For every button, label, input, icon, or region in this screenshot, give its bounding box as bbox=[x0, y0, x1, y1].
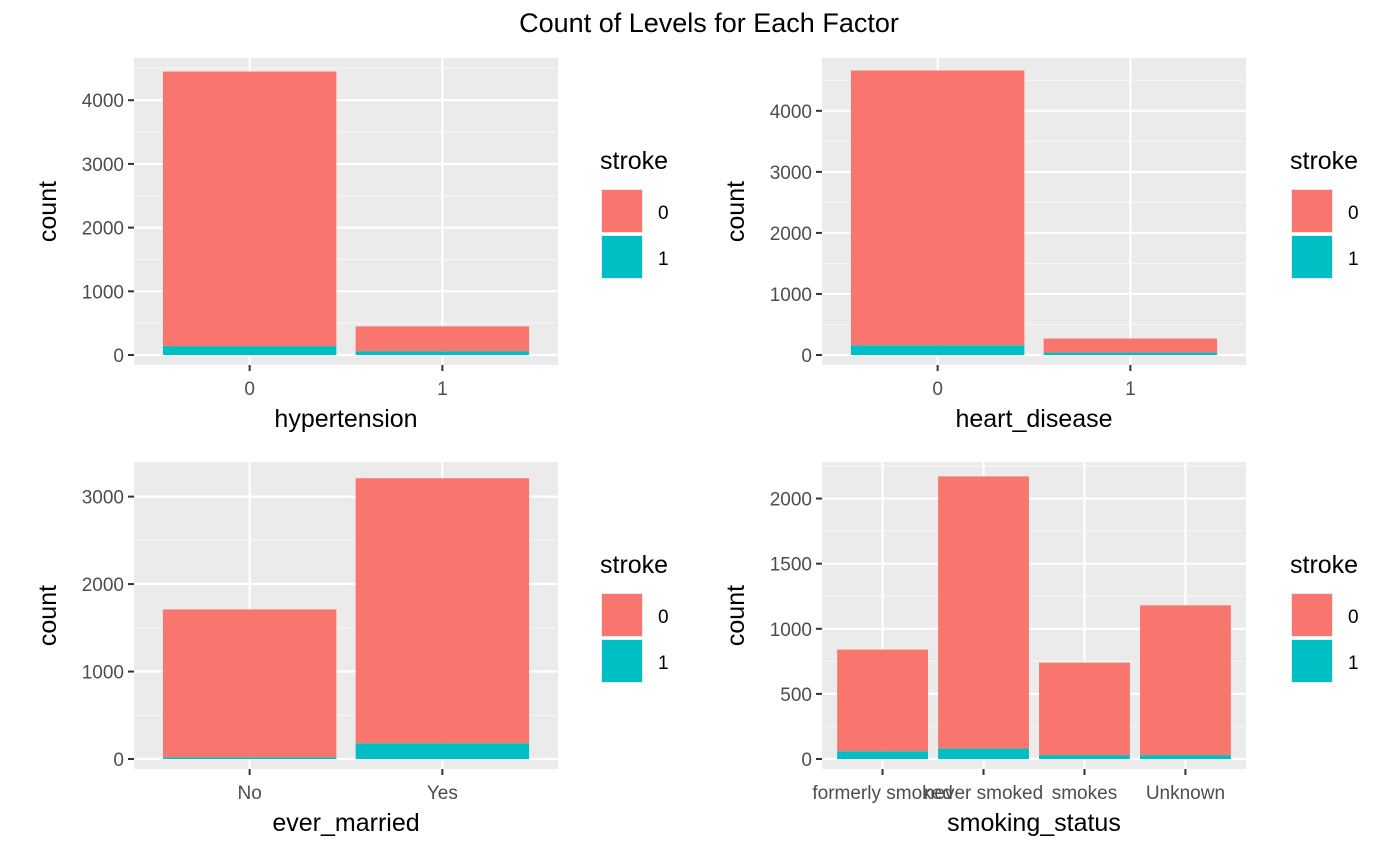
y-tick-label: 3000 bbox=[82, 488, 124, 509]
legend-label-1: 1 bbox=[658, 249, 669, 270]
y-tick-label: 3000 bbox=[82, 155, 124, 176]
y-tick-label: 3000 bbox=[770, 163, 812, 184]
x-tick-label: never smoked bbox=[924, 783, 1043, 804]
x-tick-label: 0 bbox=[932, 379, 943, 400]
bar-0-stroke-1 bbox=[850, 345, 1025, 355]
legend-title: stroke bbox=[600, 551, 668, 579]
y-tick-label: 2000 bbox=[770, 224, 812, 245]
y-tick-label: 2000 bbox=[82, 575, 124, 596]
chart-panel-heart-disease: 0 1000 2000 3000 4000 0 1 heart_disease count str… bbox=[722, 58, 1359, 433]
legend-label-1: 1 bbox=[1348, 653, 1359, 674]
bar-1-stroke-1 bbox=[1043, 352, 1218, 355]
bar-0-stroke-1 bbox=[162, 346, 337, 355]
bar-formerly-smoked-stroke-0 bbox=[837, 649, 928, 752]
bar-1-stroke-1 bbox=[355, 351, 530, 355]
x-axis-title: smoking_status bbox=[947, 809, 1121, 837]
chart-panel-ever-married: 0 1000 2000 3000 No Yes ever_married count strok… bbox=[34, 462, 669, 837]
legend: stroke 0 1 bbox=[600, 551, 669, 683]
y-tick-label: 0 bbox=[113, 750, 124, 771]
legend-swatch-1 bbox=[602, 640, 642, 682]
y-tick-label: 1000 bbox=[82, 282, 124, 303]
bar-smokes-stroke-1 bbox=[1039, 755, 1130, 759]
bar-1-stroke-0 bbox=[1043, 338, 1218, 353]
x-tick-label: 1 bbox=[1125, 379, 1136, 400]
bar-formerly-smoked-stroke-1 bbox=[837, 751, 928, 759]
x-axis-title: ever_married bbox=[272, 809, 419, 837]
legend-swatch-0 bbox=[1292, 594, 1332, 636]
legend-swatch-0 bbox=[602, 190, 642, 232]
bar-yes-stroke-0 bbox=[355, 478, 530, 744]
bar-0-stroke-0 bbox=[850, 70, 1025, 346]
x-tick-label: No bbox=[237, 783, 261, 804]
y-tick-label: 0 bbox=[801, 750, 812, 771]
bar-unknown-stroke-0 bbox=[1140, 605, 1231, 756]
legend-swatch-1 bbox=[602, 236, 642, 278]
y-tick-label: 500 bbox=[780, 685, 812, 706]
x-tick-label: 0 bbox=[244, 379, 255, 400]
legend-title: stroke bbox=[1290, 551, 1358, 579]
y-tick-label: 4000 bbox=[82, 91, 124, 112]
bar-no-stroke-0 bbox=[162, 609, 337, 758]
legend-swatch-0 bbox=[1292, 190, 1332, 232]
bar-never-smoked-stroke-1 bbox=[938, 748, 1029, 759]
legend-swatch-1 bbox=[1292, 640, 1332, 682]
legend-swatch-1 bbox=[1292, 236, 1332, 278]
x-tick-label: Yes bbox=[427, 783, 458, 804]
y-tick-label: 0 bbox=[801, 346, 812, 367]
x-tick-label: formerly smoked bbox=[812, 783, 952, 804]
legend-swatch-0 bbox=[602, 594, 642, 636]
legend-label-0: 0 bbox=[1348, 607, 1359, 628]
y-tick-label: 0 bbox=[113, 346, 124, 367]
y-axis-title: count bbox=[34, 585, 62, 646]
y-tick-label: 2000 bbox=[82, 219, 124, 240]
y-tick-label: 1500 bbox=[770, 555, 812, 576]
bar-no-stroke-1 bbox=[162, 757, 337, 759]
y-axis-title: count bbox=[722, 181, 750, 242]
bar-0-stroke-0 bbox=[162, 71, 337, 347]
x-tick-label: 1 bbox=[437, 379, 448, 400]
y-tick-label: 4000 bbox=[770, 102, 812, 123]
legend-label-0: 0 bbox=[658, 203, 669, 224]
legend-title: stroke bbox=[1290, 147, 1358, 175]
legend: stroke 0 1 bbox=[600, 147, 669, 279]
figure-title: Count of Levels for Each Factor bbox=[519, 8, 899, 38]
bar-smokes-stroke-0 bbox=[1039, 662, 1130, 756]
y-axis-title: count bbox=[722, 585, 750, 646]
y-tick-label: 1000 bbox=[770, 620, 812, 641]
bar-yes-stroke-1 bbox=[355, 743, 530, 759]
bar-never-smoked-stroke-0 bbox=[938, 476, 1029, 749]
legend: stroke 0 1 bbox=[1290, 551, 1359, 683]
x-axis-title: hypertension bbox=[274, 405, 417, 433]
legend-label-1: 1 bbox=[658, 653, 669, 674]
x-tick-label: smokes bbox=[1052, 783, 1117, 804]
bar-unknown-stroke-1 bbox=[1140, 755, 1231, 759]
y-axis-title: count bbox=[34, 181, 62, 242]
legend-label-1: 1 bbox=[1348, 249, 1359, 270]
y-tick-label: 1000 bbox=[82, 663, 124, 684]
x-axis-title: heart_disease bbox=[955, 405, 1112, 433]
y-tick-label: 2000 bbox=[770, 490, 812, 511]
legend: stroke 0 1 bbox=[1290, 147, 1359, 279]
bar-1-stroke-0 bbox=[355, 326, 530, 352]
chart-panel-hypertension: 0 1000 2000 3000 4000 0 1 hypertension count stro… bbox=[34, 58, 669, 433]
x-tick-label: Unknown bbox=[1146, 783, 1225, 804]
legend-title: stroke bbox=[600, 147, 668, 175]
y-tick-label: 1000 bbox=[770, 285, 812, 306]
legend-label-0: 0 bbox=[1348, 203, 1359, 224]
legend-label-0: 0 bbox=[658, 607, 669, 628]
